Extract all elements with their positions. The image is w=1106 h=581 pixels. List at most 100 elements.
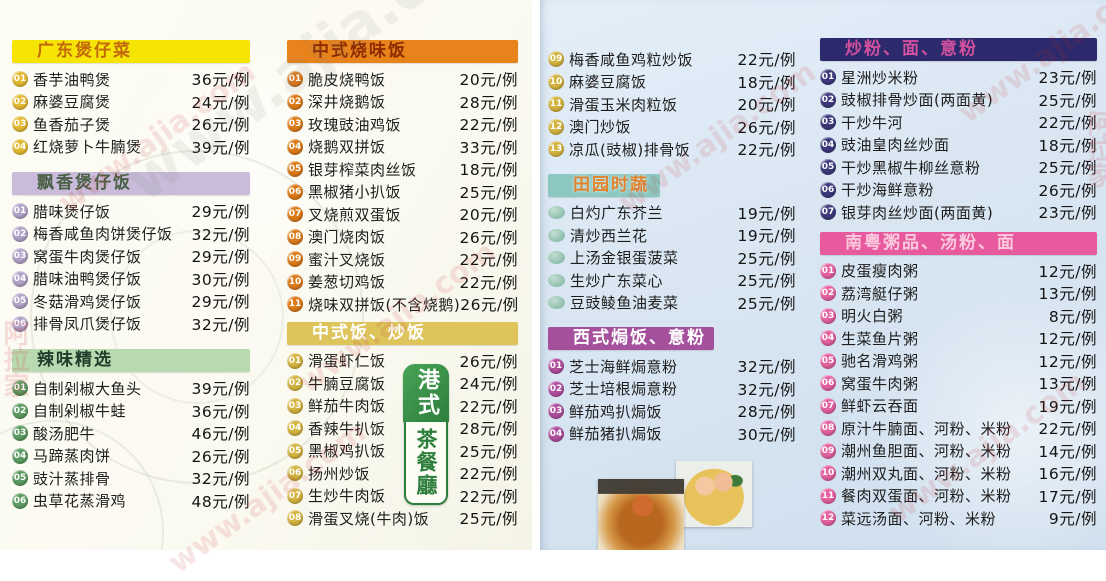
menu-item-row: 04 马蹄蒸肉饼 26元/例 (12, 445, 250, 468)
dish-price: 18元/例 (459, 161, 518, 180)
item-number-badge: 01 (12, 203, 28, 220)
menu-item-row: 11 烧味双拼饭(不含烧鹅) 26元/例 (287, 293, 518, 316)
menu-item-row: 03 酸汤肥牛 46元/例 (12, 422, 250, 445)
dish-price: 13元/例 (1038, 375, 1097, 394)
dish-name: 扬州炒饭 (308, 464, 371, 483)
menu-item-row: 上汤金银蛋菠菜 25元/例 (548, 247, 796, 270)
dish-price: 16元/例 (1038, 465, 1097, 484)
dish-name: 干炒海鲜意粉 (841, 181, 935, 200)
item-number-badge: 08 (287, 510, 303, 527)
menu-item-row: 05 豉汁蒸排骨 32元/例 (12, 467, 250, 490)
item-number-badge: 06 (287, 465, 303, 482)
menu-item-row: 05 干炒黑椒牛柳丝意粉 25元/例 (820, 156, 1097, 179)
dish-name: 滑蛋玉米肉粒饭 (569, 95, 678, 114)
item-number-badge: 05 (820, 352, 836, 369)
menu-page-right: 09 梅香咸鱼鸡粒炒饭 22元/例 10 麻婆豆腐饭 18元/例 11 滑蛋玉米肉粒饭 20元/… (540, 0, 1106, 550)
dish-name: 虫草花蒸滑鸡 (33, 492, 127, 511)
menu-item-row: 06 干炒海鲜意粉 26元/例 (820, 179, 1097, 202)
dish-price: 36元/例 (191, 71, 250, 90)
item-number-badge: 01 (287, 71, 303, 88)
dish-name: 叉烧煎双蛋饭 (308, 205, 402, 224)
menu-item-row: 02 牛腩豆腐饭 24元/例 (287, 372, 518, 395)
item-number-badge: 05 (287, 442, 303, 459)
item-number-badge: 02 (548, 380, 564, 397)
dish-price: 23元/例 (1038, 204, 1097, 223)
item-number-badge: 03 (287, 116, 303, 133)
dish-price: 18元/例 (1038, 136, 1097, 155)
plate-outline-decoration (110, 230, 284, 404)
menu-item-row: 04 豉油皇肉丝炒面 18元/例 (820, 134, 1097, 157)
dish-name: 鲜茄猪扒焗饭 (569, 425, 663, 444)
menu-item-row: 06 虫草花蒸滑鸡 48元/例 (12, 490, 250, 513)
menu-section-western-baked-rice-pasta: 西式焗饭、意粉 01 芝士海鲜焗意粉 32元/例 02 芝士培根焗意粉 32元/例 03 鲜茄鸡… (548, 327, 796, 445)
dish-price: 20元/例 (737, 96, 796, 115)
dish-price: 12元/例 (1038, 330, 1097, 349)
menu-item-row: 02 豉椒排骨炒面(两面黄) 25元/例 (820, 89, 1097, 112)
item-dot-icon (548, 228, 565, 242)
dish-name: 烧鹅双拼饭 (308, 138, 386, 157)
menu-item-row: 01 自制剁椒大鱼头 39元/例 (12, 377, 250, 400)
hk-badge-top-label: 港式 (403, 364, 449, 422)
item-number-badge: 01 (820, 69, 836, 86)
menu-item-row: 白灼广东芥兰 19元/例 (548, 202, 796, 225)
item-number-badge: 02 (287, 375, 303, 392)
dish-name: 银芽榨菜肉丝饭 (308, 160, 417, 179)
dish-name: 驰名滑鸡粥 (841, 352, 919, 371)
item-number-badge: 04 (12, 270, 28, 287)
dish-price: 39元/例 (191, 380, 250, 399)
dish-price: 32元/例 (737, 358, 796, 377)
menu-item-row: 01 脆皮烧鸭饭 20元/例 (287, 68, 518, 91)
menu-item-row: 07 生炒牛肉饭 22元/例 (287, 485, 518, 508)
item-number-badge: 10 (287, 273, 303, 290)
dish-price: 39元/例 (191, 138, 250, 157)
menu-item-row: 01 芝士海鲜焗意粉 32元/例 (548, 355, 796, 378)
dish-name: 银芽肉丝炒面(两面黄) (841, 203, 994, 222)
dish-price: 22元/例 (1038, 114, 1097, 133)
dish-name: 豉椒排骨炒面(两面黄) (841, 91, 994, 110)
item-number-badge: 03 (12, 116, 28, 133)
menu-item-row: 豆豉鲮鱼油麦菜 25元/例 (548, 292, 796, 315)
dish-price: 13元/例 (1038, 285, 1097, 304)
item-number-badge: 06 (820, 181, 836, 198)
item-number-badge: 09 (287, 251, 303, 268)
dish-price: 22元/例 (459, 273, 518, 292)
menu-item-row: 04 香辣牛扒饭 28元/例 (287, 417, 518, 440)
menu-item-row: 清炒西兰花 19元/例 (548, 224, 796, 247)
plate-outline-decoration (30, 150, 364, 484)
dish-name: 生炒广东菜心 (570, 271, 664, 290)
dish-price: 25元/例 (1038, 159, 1097, 178)
menu-item-row: 11 滑蛋玉米肉粒饭 20元/例 (548, 93, 796, 116)
item-number-badge: 03 (12, 425, 28, 442)
item-number-badge: 10 (820, 465, 836, 482)
section-header-fragrant-claypot-rice: 飘香煲仔饭 (12, 172, 250, 195)
dish-name: 黑椒猪小扒饭 (308, 183, 402, 202)
dish-price: 25元/例 (737, 272, 796, 291)
dish-name: 餐肉双蛋面、河粉、米粉 (841, 487, 1012, 506)
item-number-badge: 06 (12, 492, 28, 509)
item-number-badge: 13 (548, 141, 564, 158)
menu-section-fried-noodles-pasta: 炒粉、面、意粉 01 星洲炒米粉 23元/例 02 豉椒排骨炒面(两面黄) 25元/例 03 干… (820, 38, 1097, 224)
dish-price: 23元/例 (1038, 69, 1097, 88)
dish-name: 麻婆豆腐饭 (569, 73, 647, 92)
dish-name: 姜葱切鸡饭 (308, 273, 386, 292)
dish-price: 28元/例 (459, 93, 518, 112)
dish-name: 鲜虾云吞面 (841, 397, 919, 416)
menu-section-fragrant-claypot-rice: 飘香煲仔饭 01 腊味煲仔饭 29元/例 02 梅香咸鱼肉饼煲仔饭 32元/例 03 窝蛋牛肉煲… (12, 172, 250, 335)
dish-price: 32元/例 (191, 225, 250, 244)
dish-name: 深井烧鹅饭 (308, 93, 386, 112)
menu-column-3: 09 梅香咸鱼鸡粒炒饭 22元/例 10 麻婆豆腐饭 18元/例 11 滑蛋玉米肉粒饭 20元/… (548, 48, 796, 445)
menu-item-row: 06 排骨凤爪煲仔饭 32元/例 (12, 313, 250, 336)
dish-price: 30元/例 (191, 270, 250, 289)
menu-item-row: 12 澳门炒饭 26元/例 (548, 116, 796, 139)
item-number-badge: 06 (820, 375, 836, 392)
item-number-badge: 04 (548, 425, 564, 442)
menu-section-chinese-bbq-rice: 中式烧味饭 01 脆皮烧鸭饭 20元/例 02 深井烧鹅饭 28元/例 03 玫瑰豉油鸡饭 22元… (287, 40, 518, 316)
menu-item-row: 03 鲜茄牛肉饭 22元/例 (287, 395, 518, 418)
section-header-southern-congee-noodle-soup: 南粤粥品、汤粉、面 (820, 231, 1097, 255)
section-header-garden-vegetables: 田园时蔬 (548, 173, 660, 197)
item-number-badge: 03 (12, 248, 28, 265)
dish-name: 清炒西兰花 (570, 226, 648, 245)
dish-name: 梅香咸鱼肉饼煲仔饭 (33, 225, 173, 244)
section-header-western-baked-rice-pasta: 西式焗饭、意粉 (548, 327, 714, 350)
item-number-badge: 10 (548, 73, 564, 90)
